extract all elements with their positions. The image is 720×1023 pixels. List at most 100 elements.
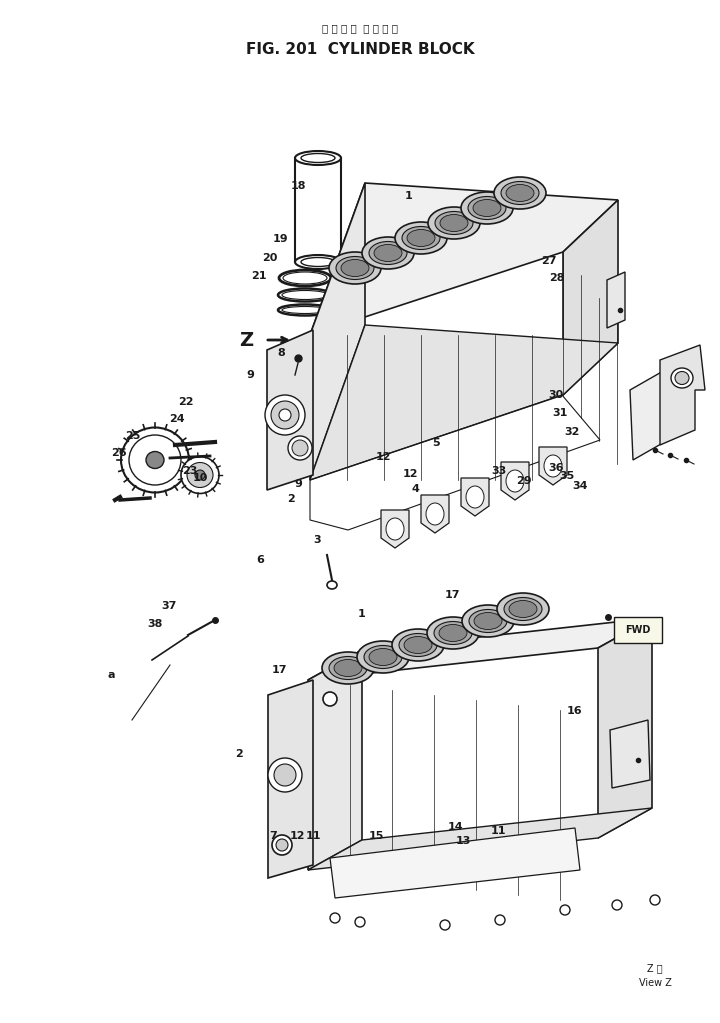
Text: 15: 15 xyxy=(369,831,384,841)
Ellipse shape xyxy=(301,258,335,267)
Ellipse shape xyxy=(357,641,409,673)
Polygon shape xyxy=(607,272,625,328)
Polygon shape xyxy=(267,330,313,490)
Text: 36: 36 xyxy=(549,462,564,473)
Ellipse shape xyxy=(265,395,305,435)
Ellipse shape xyxy=(474,613,502,629)
Text: 4: 4 xyxy=(412,484,419,494)
Ellipse shape xyxy=(374,244,402,262)
Ellipse shape xyxy=(181,456,219,493)
Text: View Z: View Z xyxy=(639,978,672,988)
Ellipse shape xyxy=(392,629,444,661)
Polygon shape xyxy=(501,462,529,500)
Text: 18: 18 xyxy=(291,181,307,191)
Ellipse shape xyxy=(439,624,467,641)
Text: 30: 30 xyxy=(548,390,564,400)
Ellipse shape xyxy=(466,486,484,508)
Ellipse shape xyxy=(495,915,505,925)
Polygon shape xyxy=(610,720,650,788)
Text: 22: 22 xyxy=(178,397,194,407)
Ellipse shape xyxy=(187,462,213,488)
FancyBboxPatch shape xyxy=(614,617,662,643)
Ellipse shape xyxy=(268,758,302,792)
Polygon shape xyxy=(539,447,567,485)
Ellipse shape xyxy=(461,192,513,224)
Polygon shape xyxy=(381,510,409,548)
Polygon shape xyxy=(598,618,652,838)
Text: 13: 13 xyxy=(455,836,471,846)
Text: 8: 8 xyxy=(277,348,284,358)
Text: 11: 11 xyxy=(490,826,506,836)
Ellipse shape xyxy=(195,470,205,480)
Text: FIG. 201  CYLINDER BLOCK: FIG. 201 CYLINDER BLOCK xyxy=(246,43,474,57)
Ellipse shape xyxy=(544,455,562,477)
Polygon shape xyxy=(310,325,618,480)
Polygon shape xyxy=(308,808,652,870)
Ellipse shape xyxy=(427,617,479,649)
Polygon shape xyxy=(268,680,313,878)
Ellipse shape xyxy=(473,199,501,217)
Ellipse shape xyxy=(395,222,447,254)
Ellipse shape xyxy=(560,905,570,915)
Text: 1: 1 xyxy=(358,609,365,619)
Ellipse shape xyxy=(278,288,332,302)
Text: FWD: FWD xyxy=(625,625,651,635)
Text: 10: 10 xyxy=(192,473,208,483)
Polygon shape xyxy=(308,650,362,870)
Ellipse shape xyxy=(612,900,622,910)
Text: 20: 20 xyxy=(262,253,278,263)
Text: 2: 2 xyxy=(287,494,294,504)
Ellipse shape xyxy=(129,435,181,485)
Text: シ リ ン ダ  ブ ロ ッ ク: シ リ ン ダ ブ ロ ッ ク xyxy=(322,23,398,33)
Text: 28: 28 xyxy=(549,273,564,283)
Text: 27: 27 xyxy=(541,256,557,266)
Polygon shape xyxy=(330,828,580,898)
Ellipse shape xyxy=(336,257,374,279)
Ellipse shape xyxy=(494,177,546,209)
Polygon shape xyxy=(308,618,652,680)
Ellipse shape xyxy=(272,835,292,855)
Ellipse shape xyxy=(355,917,365,927)
Ellipse shape xyxy=(282,291,328,300)
Ellipse shape xyxy=(276,839,288,851)
Text: 17: 17 xyxy=(444,590,460,601)
Ellipse shape xyxy=(295,255,341,269)
Text: 2: 2 xyxy=(235,749,243,759)
Ellipse shape xyxy=(426,503,444,525)
Text: Z 矢: Z 矢 xyxy=(647,963,663,973)
Ellipse shape xyxy=(146,451,164,469)
Text: 12: 12 xyxy=(402,469,418,479)
Ellipse shape xyxy=(407,229,435,247)
Ellipse shape xyxy=(295,151,341,165)
Text: 21: 21 xyxy=(251,271,267,281)
Ellipse shape xyxy=(274,764,296,786)
Ellipse shape xyxy=(121,428,189,492)
Polygon shape xyxy=(630,370,668,460)
Ellipse shape xyxy=(504,597,542,621)
Ellipse shape xyxy=(279,270,331,286)
Ellipse shape xyxy=(329,252,381,284)
Text: 16: 16 xyxy=(567,706,582,716)
Text: 12: 12 xyxy=(289,831,305,841)
Text: 14: 14 xyxy=(447,821,463,832)
Text: 3: 3 xyxy=(313,535,320,545)
Text: 33: 33 xyxy=(491,465,507,476)
Ellipse shape xyxy=(468,196,506,220)
Ellipse shape xyxy=(440,215,468,231)
Ellipse shape xyxy=(329,657,367,679)
Polygon shape xyxy=(310,183,618,335)
Text: 38: 38 xyxy=(147,619,163,629)
Ellipse shape xyxy=(497,593,549,625)
Text: 37: 37 xyxy=(161,601,177,611)
Text: a: a xyxy=(108,670,115,680)
Ellipse shape xyxy=(506,470,524,492)
Text: 25: 25 xyxy=(125,431,141,441)
Ellipse shape xyxy=(301,153,335,163)
Ellipse shape xyxy=(435,212,473,234)
Ellipse shape xyxy=(278,305,332,315)
Text: 17: 17 xyxy=(271,665,287,675)
Text: 9: 9 xyxy=(247,370,254,381)
Ellipse shape xyxy=(671,368,693,388)
Ellipse shape xyxy=(364,646,402,668)
Text: 11: 11 xyxy=(305,831,321,841)
